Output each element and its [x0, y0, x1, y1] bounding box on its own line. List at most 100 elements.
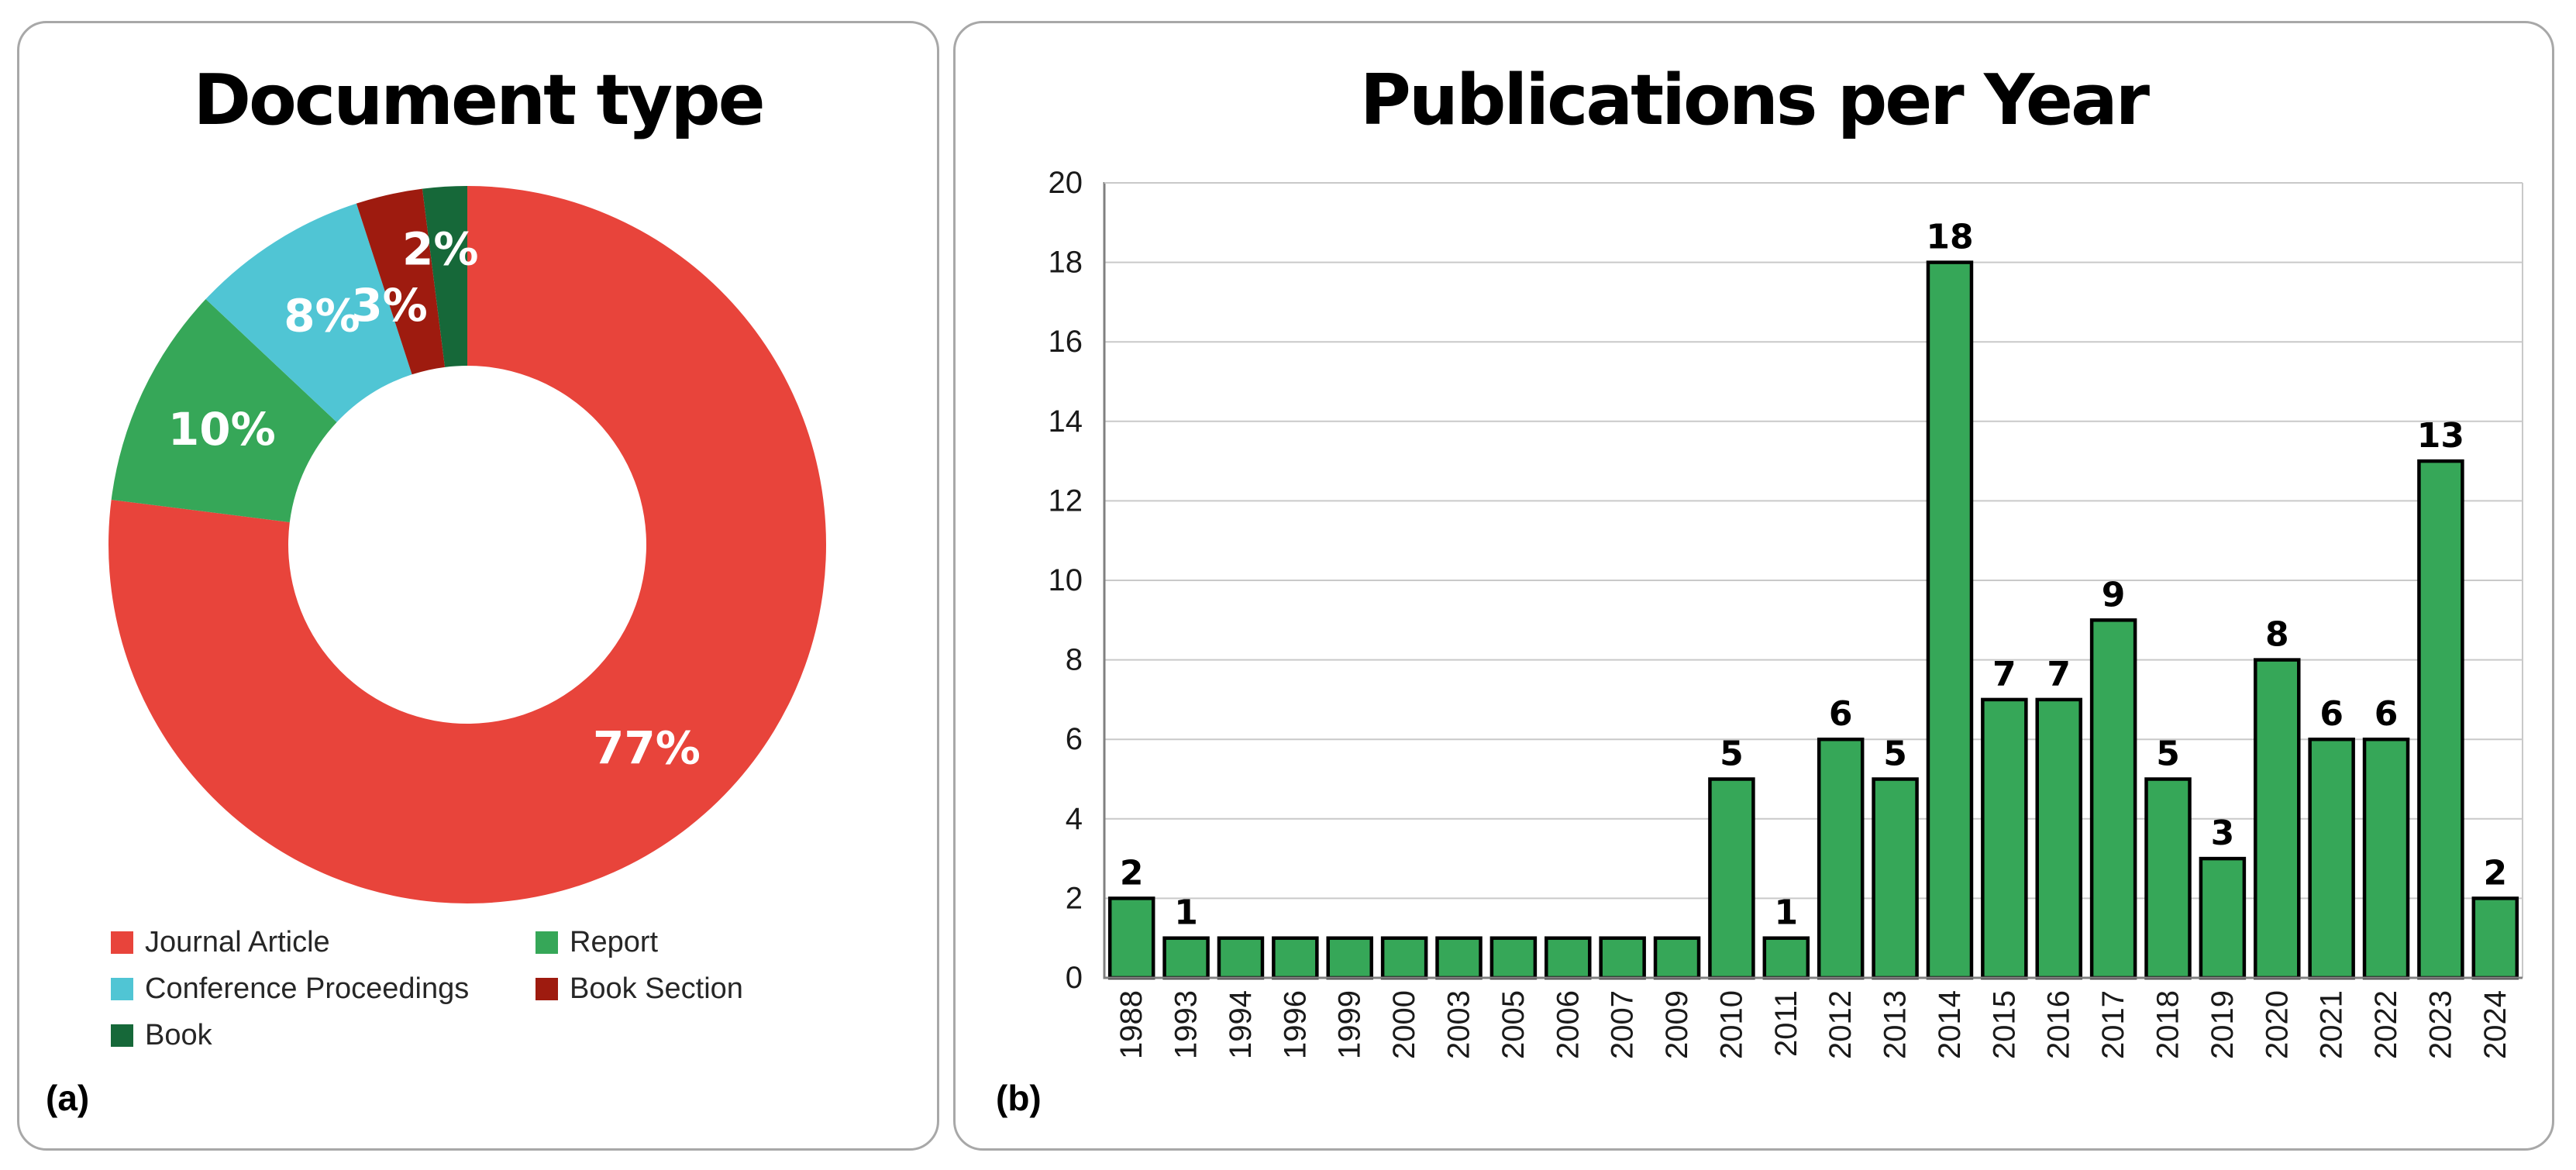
donut-legend: Journal Article Report Conference Proceedi… — [111, 919, 743, 1058]
bar-2024 — [2471, 896, 2519, 980]
x-tick-label-2023: 2023 — [2423, 990, 2457, 1059]
donut-chart-title: Document type — [193, 60, 765, 141]
legend-label: Book Section — [570, 972, 743, 1005]
bar-2013 — [1872, 777, 1919, 980]
bar-2014 — [1926, 260, 1974, 980]
x-tick-label-2000: 2000 — [1387, 990, 1421, 1059]
x-tick-label-2012: 2012 — [1824, 990, 1858, 1059]
bar-chart-title: Publications per Year — [1359, 60, 2150, 141]
panel-b-publications-per-year: Publications per Year 2 1 5 1 6 5 18 7 7 9 5 3 8 6 6 13… — [953, 21, 2554, 1151]
legend-swatch — [111, 931, 133, 954]
bar-value-label: 9 — [2102, 575, 2126, 614]
bar-value-label: 13 — [2417, 416, 2464, 456]
x-tick-label-1994: 1994 — [1224, 990, 1258, 1059]
legend-item-journal-article: Journal Article — [111, 926, 536, 959]
legend-label: Book — [145, 1018, 212, 1051]
panel-a-document-type: Document type 77% 10% 8% 3% 2% Journal Artic… — [17, 21, 939, 1151]
bar-value-label: 5 — [1720, 735, 1744, 774]
x-tick-label-2015: 2015 — [1987, 990, 2021, 1059]
bar-2000 — [1380, 936, 1428, 980]
legend-swatch — [111, 1024, 133, 1047]
bar-value-label: 7 — [2047, 655, 2071, 694]
bar-2023 — [2417, 459, 2464, 980]
bar-2018 — [2144, 777, 2192, 980]
legend-item-book: Book — [111, 1019, 536, 1052]
bar-2021 — [2308, 737, 2355, 980]
bar-value-label: 1 — [1774, 893, 1798, 933]
x-tick-label-2010: 2010 — [1714, 990, 1748, 1059]
bar-2005 — [1489, 936, 1538, 980]
y-tick-label: 10 — [1049, 563, 1083, 597]
bar-2007 — [1599, 936, 1646, 980]
bar-2012 — [1817, 737, 1865, 980]
bar-value-label: 5 — [2156, 735, 2180, 774]
bar-2010 — [1708, 777, 1755, 980]
y-tick-label: 2 — [1066, 881, 1083, 915]
donut-chart: 77% 10% 8%3%2% — [108, 186, 826, 904]
legend-label: Conference Proceedings — [145, 972, 470, 1005]
donut-value-label: 2% — [402, 223, 478, 276]
bar-2015 — [1981, 697, 2028, 980]
x-tick-label-2020: 2020 — [2260, 990, 2294, 1059]
donut-slice-book-section — [356, 188, 446, 375]
x-tick-label-2011: 2011 — [1769, 990, 1803, 1057]
y-tick-label: 8 — [1066, 643, 1083, 677]
bar-2022 — [2362, 737, 2410, 980]
bar-value-label: 7 — [1992, 655, 2016, 694]
bar-2017 — [2089, 618, 2137, 980]
bar-1994 — [1217, 936, 1265, 980]
donut-value-label: 10% — [168, 403, 276, 456]
panel-a-label: (a) — [46, 1078, 90, 1118]
legend-label: Journal Article — [145, 925, 330, 958]
bar-2006 — [1545, 936, 1592, 980]
y-tick-label: 20 — [1049, 166, 1083, 200]
x-tick-label-2006: 2006 — [1551, 990, 1585, 1059]
bar-2011 — [1762, 936, 1810, 980]
donut-value-label: 77% — [593, 722, 701, 775]
bar-value-label: 1 — [1174, 893, 1198, 933]
bar-1996 — [1272, 936, 1319, 980]
y-tick-label: 18 — [1049, 246, 1083, 280]
y-tick-label: 0 — [1066, 961, 1083, 995]
bar-value-label: 6 — [1829, 694, 1853, 734]
donut-value-label: 3% — [351, 279, 427, 332]
bar-value-label: 18 — [1926, 218, 1973, 257]
x-tick-label-2005: 2005 — [1496, 990, 1531, 1059]
x-tick-label-1999: 1999 — [1333, 990, 1367, 1059]
bar-1993 — [1162, 936, 1210, 980]
x-tick-label-2024: 2024 — [2478, 990, 2512, 1059]
legend-swatch — [536, 977, 558, 1000]
x-tick-label-2014: 2014 — [1933, 990, 1967, 1059]
legend-item-book-section: Book Section — [536, 972, 743, 1006]
legend-swatch — [536, 931, 558, 954]
legend-item-report: Report — [536, 926, 743, 959]
bar-value-label: 3 — [2211, 814, 2235, 853]
x-tick-label-2007: 2007 — [1606, 990, 1640, 1059]
y-tick-label: 14 — [1049, 404, 1083, 439]
x-tick-label-2016: 2016 — [2042, 990, 2076, 1059]
x-tick-label-1993: 1993 — [1169, 990, 1204, 1059]
bar-2020 — [2254, 658, 2301, 980]
x-tick-label-2017: 2017 — [2096, 990, 2130, 1059]
bar-2003 — [1435, 936, 1483, 980]
y-tick-label: 16 — [1049, 325, 1083, 359]
x-tick-label-2019: 2019 — [2206, 990, 2240, 1059]
bar-2016 — [2035, 697, 2082, 980]
bar-value-label: 2 — [1120, 853, 1144, 893]
bar-2009 — [1653, 936, 1701, 980]
x-tick-label-2009: 2009 — [1660, 990, 1694, 1059]
y-tick-label: 12 — [1049, 483, 1083, 518]
y-tick-label: 4 — [1066, 802, 1083, 836]
donut-slice-conference-proceedings — [205, 203, 412, 422]
x-tick-label-2003: 2003 — [1442, 990, 1476, 1059]
x-tick-label-2022: 2022 — [2369, 990, 2403, 1059]
bar-value-label: 2 — [2483, 853, 2507, 893]
donut-slice-report — [111, 299, 337, 523]
donut-value-label: 8% — [284, 289, 360, 342]
bar-value-label: 8 — [2265, 615, 2289, 655]
y-tick-label: 6 — [1066, 722, 1083, 756]
x-tick-label-2013: 2013 — [1879, 990, 1913, 1059]
bar-2019 — [2199, 856, 2247, 980]
bar-value-label: 5 — [1883, 735, 1907, 774]
